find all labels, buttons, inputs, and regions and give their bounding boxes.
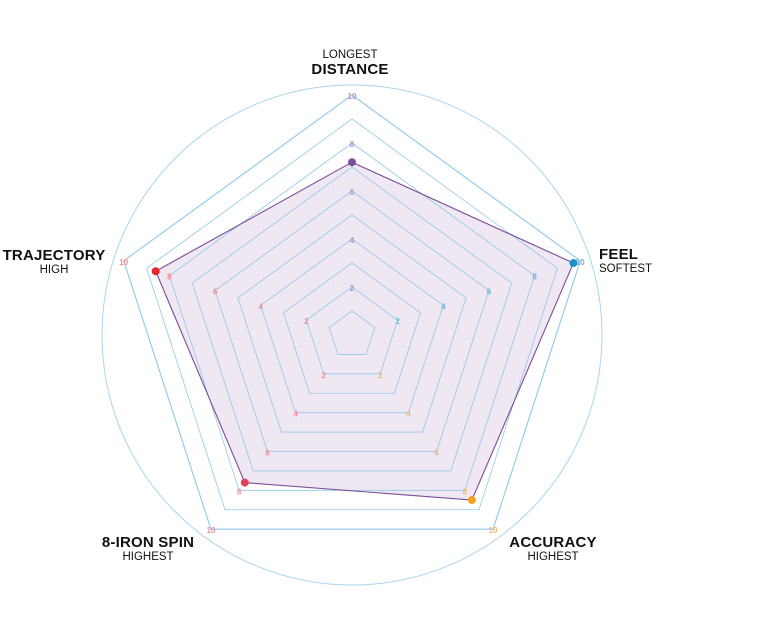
data-point-accuracy	[467, 496, 476, 505]
axis-label-8-iron-spin: 8-IRON SPIN	[101, 534, 195, 551]
grid-ring-4	[260, 238, 444, 414]
axis-sublabel-feel: SOFTEST	[599, 263, 653, 275]
axis-label-accuracy: ACCURACY	[509, 534, 597, 551]
tick-label: 4	[350, 236, 355, 245]
axis-sublabel-distance: LONGEST	[322, 49, 378, 61]
data-area-fill	[155, 162, 574, 501]
tick-label: 6	[265, 448, 270, 457]
tick-label: 6	[213, 288, 218, 297]
tick-label: 6	[434, 448, 439, 457]
axis-sublabel-accuracy: HIGHEST	[527, 551, 579, 563]
grid-ring-7	[191, 166, 513, 472]
tick-label: 8	[532, 273, 537, 282]
tick-label: 4	[258, 302, 263, 311]
data-point-trajectory	[151, 267, 160, 276]
tick-label: 8	[350, 140, 355, 149]
axis-title-distance: LONGEST DISTANCE	[250, 49, 450, 78]
outer-circle	[101, 84, 603, 586]
tick-label: 2	[304, 317, 309, 326]
grid-ring-2	[305, 286, 399, 375]
tick-label: 10	[576, 258, 585, 267]
tick-label: 8	[237, 487, 242, 496]
data-outline	[155, 161, 575, 501]
grid-ring-9	[146, 118, 558, 511]
grid-ring-1	[328, 310, 376, 355]
tick-label: 10	[119, 258, 128, 267]
grid-ring-10	[123, 94, 581, 530]
grid-ring-6	[214, 190, 490, 452]
tick-label: 4	[441, 302, 446, 311]
axis-title-trajectory: TRAJECTORY HIGH	[0, 247, 108, 276]
tick-label: 6	[350, 188, 355, 197]
tick-label: 4	[293, 410, 298, 419]
data-point-feel	[569, 259, 578, 268]
axis-sublabel-8-iron-spin: HIGHEST	[122, 551, 174, 563]
axis-label-feel: FEEL	[599, 246, 639, 263]
tick-label: 2	[378, 371, 383, 380]
tick-label: 10	[489, 526, 498, 535]
tick-label: 4	[406, 410, 411, 419]
grid-ring-3	[283, 262, 421, 394]
grid-ring-5	[237, 214, 467, 433]
tick-label: 10	[206, 526, 215, 535]
axis-title-accuracy: ACCURACY HIGHEST	[493, 534, 613, 563]
axis-title-8-iron-spin: 8-IRON SPIN HIGHEST	[88, 534, 208, 563]
tick-label: 6	[487, 288, 492, 297]
axis-title-feel: FEEL SOFTEST	[599, 246, 652, 275]
data-point-8-iron-spin	[240, 478, 249, 487]
tick-label: 8	[463, 487, 468, 496]
tick-label: 10	[348, 92, 357, 101]
axis-sublabel-trajectory: HIGH	[39, 264, 69, 276]
tick-label: 8	[167, 273, 172, 282]
axis-label-distance: DISTANCE	[311, 61, 389, 78]
tick-label: 2	[322, 371, 327, 380]
axis-label-trajectory: TRAJECTORY	[2, 247, 106, 264]
tick-label: 2	[395, 317, 400, 326]
tick-label: 2	[350, 284, 355, 293]
data-point-distance	[348, 158, 356, 167]
